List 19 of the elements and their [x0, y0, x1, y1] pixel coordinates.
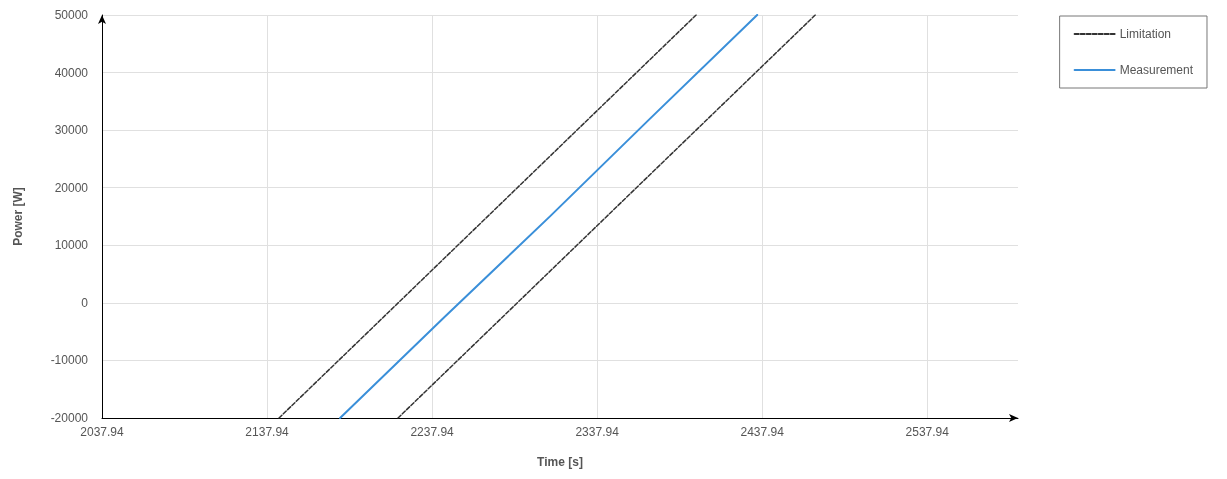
legend-label: Measurement [1119, 63, 1194, 77]
y-tick-label: 10000 [54, 238, 89, 253]
x-tick-label: 2137.94 [245, 425, 290, 439]
y-tick-label: 50000 [54, 8, 89, 22]
y-tick-label: -20000 [50, 411, 89, 425]
line-series [339, 14, 759, 419]
y-tick-label: 40000 [54, 65, 89, 80]
y-tick-label: 0 [81, 295, 89, 310]
x-tick-label: 2237.94 [410, 425, 455, 439]
y-axis-title: Power [W] [11, 187, 25, 246]
y-tick-label: 30000 [54, 123, 89, 138]
x-tick-label: 2037.94 [80, 425, 125, 439]
x-tick-label: 2337.94 [575, 425, 620, 439]
legend-label: Limitation [1119, 27, 1171, 41]
x-tick-label: 2437.94 [740, 425, 785, 439]
x-axis-title: Time [s] [537, 455, 583, 469]
y-tick-label: -10000 [50, 353, 89, 368]
y-tick-label: 20000 [54, 180, 89, 195]
x-tick-label: 2537.94 [905, 425, 950, 439]
